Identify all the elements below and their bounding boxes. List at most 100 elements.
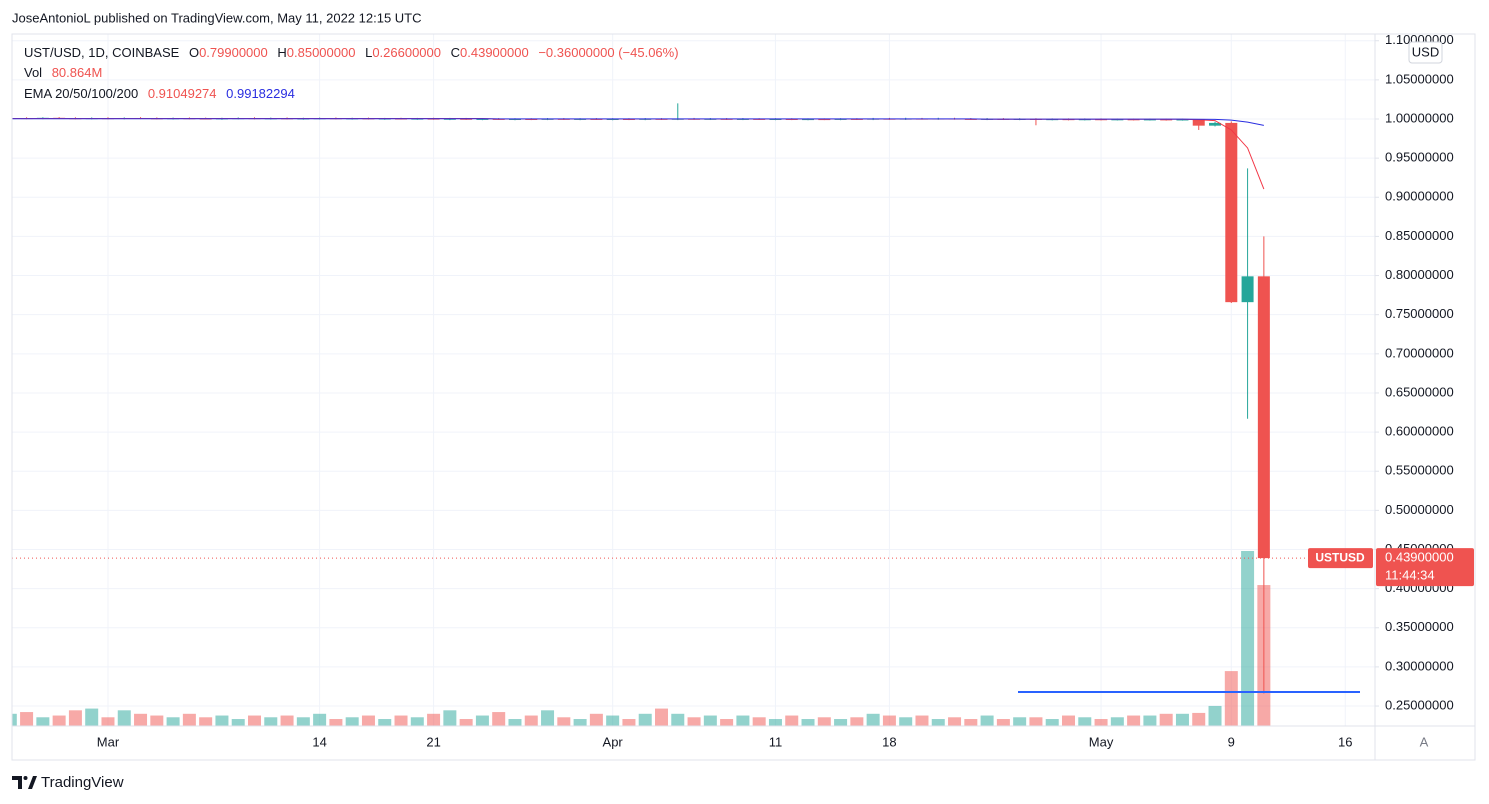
brand-logo (12, 776, 37, 789)
legend-value: 0.99182294 (226, 86, 295, 101)
volume-bar (980, 715, 994, 726)
volume-bar (1143, 715, 1157, 726)
ema-legend: EMA 20/50/100/200 0.91049274 0.99182294 (24, 86, 295, 101)
volume-bar (638, 713, 652, 726)
volume-bar (1127, 715, 1141, 726)
price-value: 0.43900000 (1385, 550, 1454, 565)
scale-mode-button[interactable] (1413, 732, 1435, 754)
volume-bar (1013, 717, 1027, 726)
brand[interactable]: TradingView (41, 774, 124, 791)
volume-bar (329, 719, 343, 726)
volume-bar (866, 713, 880, 726)
price-box (1376, 548, 1474, 587)
volume-bar (655, 708, 668, 726)
volume-bar (752, 717, 766, 726)
y-tick-label: 0.80000000 (1385, 267, 1454, 282)
volume-bar (817, 717, 831, 726)
volume-bar (296, 717, 310, 726)
volume-bar (541, 710, 555, 726)
volume-bar (736, 715, 750, 726)
volume-bar (394, 715, 408, 726)
legend-value: 0.85000000 (287, 45, 356, 60)
volume-bar (215, 715, 229, 726)
candle-body (1127, 119, 1140, 121)
y-tick-label: 0.70000000 (1385, 345, 1454, 360)
volume-bar (231, 719, 245, 726)
volume-bar (248, 715, 261, 726)
volume-bar (1062, 715, 1075, 726)
volume-bar (117, 710, 131, 726)
x-tick-label: 9 (1228, 734, 1235, 749)
volume-bar (882, 715, 896, 726)
volume-bar (996, 719, 1010, 726)
legend-label: L (365, 45, 372, 60)
volume-bar (1159, 713, 1173, 726)
volume-bar (264, 717, 278, 726)
x-tick-label: 18 (882, 734, 896, 749)
countdown: 11:44:34 (1385, 568, 1435, 583)
volume-bar (410, 717, 424, 726)
volume-bar (703, 715, 717, 726)
candle-body (1160, 119, 1173, 121)
legend-change: −0.36000000 (−45.06%) (538, 45, 678, 60)
volume-bar (1110, 717, 1124, 726)
y-tick-label: 0.90000000 (1385, 189, 1454, 204)
candle-body (622, 119, 635, 121)
volume-bar (1241, 551, 1255, 726)
x-tick-label: 16 (1338, 734, 1352, 749)
volume-bar (931, 719, 945, 726)
volume-bar (1094, 719, 1108, 726)
axes: 1.100000001.050000001.000000000.95000000… (97, 32, 1474, 749)
y-tick-label: 0.25000000 (1385, 697, 1454, 712)
candle-body (1257, 276, 1270, 559)
legend-value: 80.864M (52, 65, 103, 80)
volume-bar (720, 719, 734, 726)
candle-body (525, 119, 538, 121)
volume-bar (915, 715, 929, 726)
volume-bar (150, 715, 164, 726)
legend-value: 0.91049274 (148, 86, 217, 101)
legend-label: C (451, 45, 460, 60)
currency[interactable]: USD (1412, 44, 1439, 59)
volume-bar (68, 710, 82, 726)
y-tick-label: 1.05000000 (1385, 71, 1454, 86)
currency-box[interactable] (1408, 41, 1443, 64)
volume-bar (524, 715, 538, 726)
ema-line (12, 118, 1264, 126)
volume-bar (1192, 712, 1206, 726)
volume-bar (1208, 705, 1222, 726)
volume-bar (1029, 717, 1043, 726)
candle-body (508, 119, 521, 121)
volume-bar (313, 713, 327, 726)
volume-bar (1078, 717, 1092, 726)
legend-label: H (277, 45, 286, 60)
ohlc-legend: UST/USD, 1D, COINBASE O0.79900000 H0.850… (24, 45, 679, 60)
candle-body (606, 119, 619, 121)
volume-bar (573, 719, 587, 726)
y-tick-label: 0.60000000 (1385, 424, 1454, 439)
scale-mode[interactable]: A (1420, 734, 1429, 749)
volume-pane (12, 551, 1271, 726)
candle-body (1225, 122, 1238, 303)
price-symbol-box (1308, 548, 1373, 569)
volume-bar (834, 719, 848, 726)
volume-bar (134, 713, 148, 726)
volume-bar (508, 719, 522, 726)
volume-bar (801, 719, 815, 726)
legend-value: 0.43900000 (460, 45, 529, 60)
volume-bar (768, 719, 782, 726)
frame (11, 33, 1476, 761)
volume-bar (671, 713, 685, 726)
y-tick-label: 0.35000000 (1385, 619, 1454, 634)
x-tick-label: Apr (603, 734, 624, 749)
volume-bar (475, 715, 489, 726)
candle-body (769, 119, 782, 121)
volume-bar (443, 710, 457, 726)
candle-body (818, 119, 831, 121)
volume-bar (899, 717, 913, 726)
candle-body (460, 118, 473, 120)
candle-body (1143, 119, 1156, 121)
candle-body (802, 119, 815, 121)
volume-bar (36, 717, 50, 726)
